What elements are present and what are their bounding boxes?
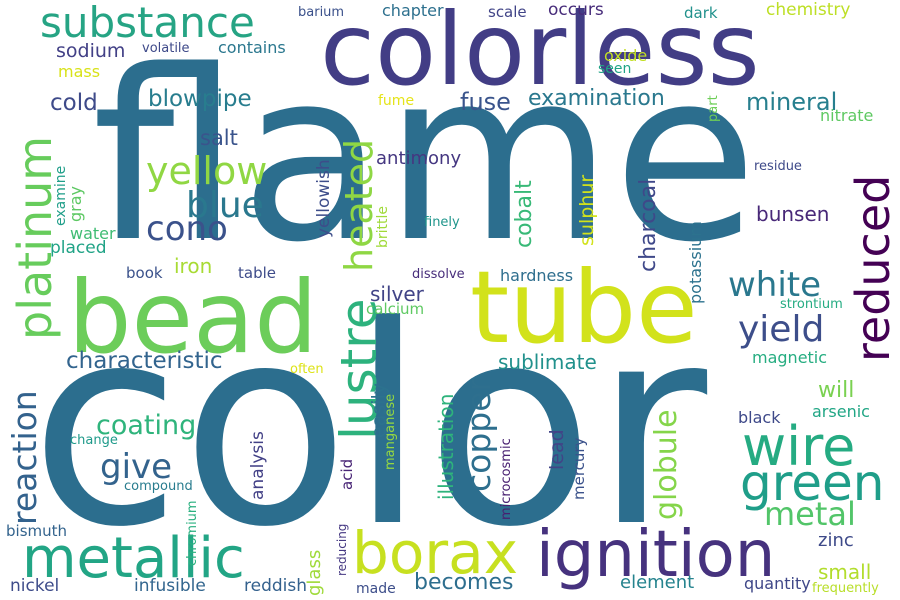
word-fume: fume bbox=[378, 93, 415, 109]
word-cobalt: cobalt bbox=[512, 180, 537, 248]
word-barium: barium bbox=[298, 5, 345, 20]
word-tube: tube bbox=[470, 249, 698, 366]
word-yellow: yellow bbox=[146, 149, 268, 193]
word-borax: borax bbox=[352, 519, 519, 587]
word-coating: coating bbox=[96, 410, 197, 441]
word-seen: seen bbox=[598, 61, 632, 77]
word-reduced: reduced bbox=[846, 174, 900, 362]
word-bunsen: bunsen bbox=[756, 202, 830, 226]
word-zinc: zinc bbox=[818, 530, 854, 551]
word-ignition: ignition bbox=[536, 518, 776, 592]
word-sublimate: sublimate bbox=[498, 350, 597, 374]
word-yellowish: yellowish bbox=[314, 159, 334, 238]
word-arsenic: arsenic bbox=[812, 402, 870, 421]
word-mineral: mineral bbox=[746, 88, 838, 116]
word-calcium: calcium bbox=[366, 300, 425, 318]
word-reducing: reducing bbox=[335, 523, 349, 576]
word-magnetic: magnetic bbox=[752, 348, 828, 367]
word-change: change bbox=[70, 433, 118, 448]
word-frequently: frequently bbox=[812, 581, 879, 596]
word-chemistry: chemistry bbox=[766, 0, 851, 20]
word-charcoal: charcoal bbox=[636, 178, 661, 272]
word-manganese: manganese bbox=[383, 393, 398, 470]
word-yield: yield bbox=[738, 309, 825, 350]
word-iron: iron bbox=[174, 254, 213, 278]
word-examination: examination bbox=[528, 86, 665, 111]
word-dark: dark bbox=[684, 4, 718, 22]
word-residue: residue bbox=[754, 159, 802, 174]
word-strontium: strontium bbox=[780, 297, 843, 312]
word-heated: heated bbox=[337, 138, 381, 272]
word-dissolve: dissolve bbox=[412, 267, 465, 282]
word-metal: metal bbox=[764, 495, 856, 533]
word-compound: compound bbox=[124, 479, 193, 494]
word-gray: gray bbox=[66, 185, 85, 222]
word-antimony: antimony bbox=[376, 148, 462, 169]
word-give: give bbox=[100, 447, 173, 487]
word-flame: flame bbox=[92, 21, 758, 294]
word-reaction: reaction bbox=[5, 390, 44, 525]
word-mercury: mercury bbox=[570, 437, 588, 500]
word-water: water bbox=[70, 224, 116, 243]
word-blowpipe: blowpipe bbox=[148, 86, 252, 112]
word-brittle: brittle bbox=[375, 205, 391, 248]
word-part: part bbox=[706, 95, 721, 122]
word-potassium: potassium bbox=[686, 221, 705, 304]
word-contains: contains bbox=[218, 38, 286, 57]
word-hardness: hardness bbox=[500, 266, 574, 285]
word-chapter: chapter bbox=[382, 1, 444, 20]
word-volatile: volatile bbox=[142, 41, 190, 56]
word-analysis: analysis bbox=[248, 431, 268, 500]
word-becomes: becomes bbox=[414, 570, 514, 595]
word-reddish: reddish bbox=[244, 576, 308, 596]
word-color: color bbox=[30, 267, 708, 587]
word-table: table bbox=[238, 264, 276, 282]
word-silver: silver bbox=[370, 282, 424, 306]
word-metallic: metallic bbox=[22, 526, 245, 591]
word-occurs: occurs bbox=[548, 0, 604, 20]
word-scale: scale bbox=[488, 3, 527, 21]
word-quantity: quantity bbox=[744, 574, 811, 593]
word-globule: globule bbox=[649, 409, 684, 520]
word-mass: mass bbox=[58, 62, 101, 81]
word-illustration: illustration bbox=[434, 393, 458, 500]
word-cono: cono bbox=[146, 209, 228, 249]
word-acid: acid bbox=[338, 458, 356, 490]
word-nitrate: nitrate bbox=[820, 106, 874, 125]
word-colorless: colorless bbox=[320, 0, 760, 108]
word-finely: finely bbox=[424, 215, 460, 230]
word-wire: wire bbox=[742, 415, 856, 478]
word-chromium: chromium bbox=[185, 500, 200, 566]
word-cold: cold bbox=[50, 90, 98, 116]
word-white: white bbox=[728, 265, 822, 305]
word-sodium: sodium bbox=[56, 40, 126, 62]
word-oxide: oxide bbox=[604, 46, 648, 65]
word-sulphur: sulphur bbox=[576, 174, 598, 246]
word-book: book bbox=[126, 264, 163, 282]
word-glass: glass bbox=[304, 549, 325, 596]
word-blue: blue bbox=[186, 185, 264, 226]
word-small: small bbox=[818, 560, 872, 584]
word-bead: bead bbox=[68, 259, 318, 376]
word-fuse: fuse bbox=[460, 88, 511, 116]
word-microcosmic: microcosmic bbox=[499, 438, 514, 520]
word-element: element bbox=[620, 572, 695, 593]
word-characteristic: characteristic bbox=[66, 348, 223, 374]
word-examine: examine bbox=[53, 165, 69, 226]
word-placed: placed bbox=[50, 238, 107, 258]
word-copper: copper bbox=[459, 377, 498, 492]
word-black: black bbox=[738, 408, 781, 427]
word-bismuth: bismuth bbox=[6, 522, 68, 540]
word-nickel: nickel bbox=[10, 576, 60, 596]
word-infusible: infusible bbox=[134, 576, 206, 596]
word-made: made bbox=[356, 581, 396, 597]
word-substance: substance bbox=[40, 0, 255, 47]
word-often: often bbox=[290, 362, 324, 377]
word-salt: salt bbox=[200, 126, 238, 150]
word-lead: lead bbox=[546, 429, 568, 470]
word-green: green bbox=[740, 454, 885, 512]
word-will: will bbox=[818, 378, 855, 403]
